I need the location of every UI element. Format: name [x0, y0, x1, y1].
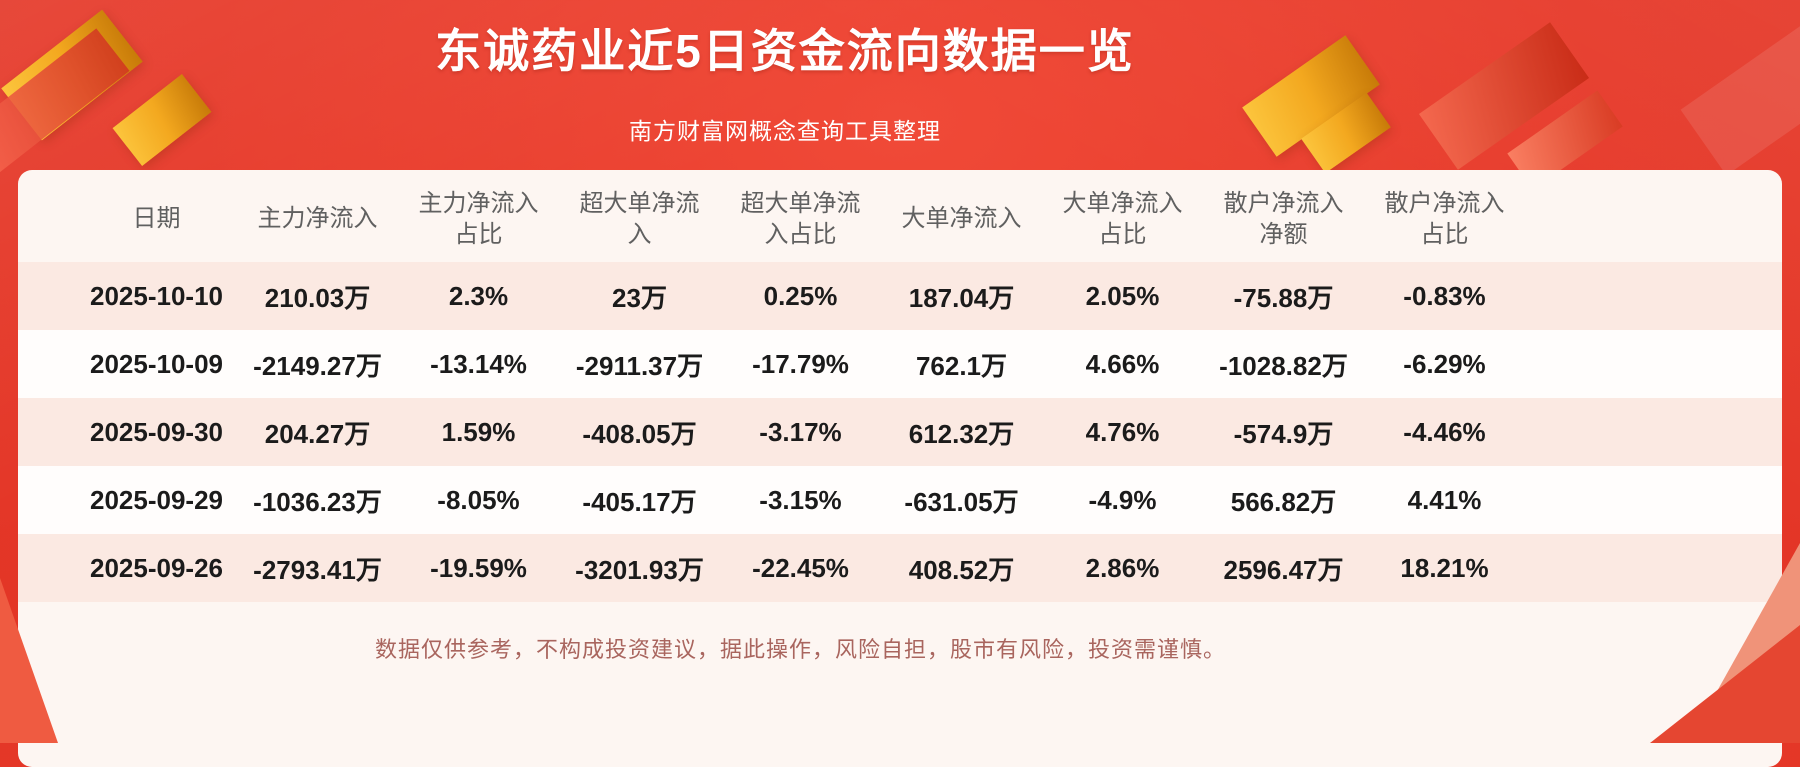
data-card: 南方财富网 Southmoney.com 日期主力净流入主力净流入占比超大单净流… [18, 170, 1782, 767]
value-cell: 566.82万 [1230, 486, 1337, 517]
value-cell: -405.17万 [582, 486, 697, 517]
value-cell: -3201.93万 [575, 554, 704, 585]
value-cell: 2.3% [448, 280, 509, 311]
table-row: 2025-10-09 -2149.27万 -13.14% -2911.37万 -17.7… [18, 330, 1782, 398]
value-cell: -6.29% [1403, 348, 1486, 379]
value-cell: 2.86% [1085, 552, 1160, 583]
value-cell: -1028.82万 [1219, 350, 1348, 381]
table-body: 2025-10-10 210.03万 2.3% 23万 0.25% 187.04万 2.05… [18, 262, 1782, 602]
decor-light-band-top-right [1680, 0, 1800, 176]
value-cell: 4.41% [1407, 484, 1482, 515]
table-row: 2025-10-10 210.03万 2.3% 23万 0.25% 187.04万 2.05… [18, 262, 1782, 330]
value-cell: -2793.41万 [253, 554, 382, 585]
fund-flow-table: 日期 主力净流入 主力净流入占比 超大单净流入 超大单净流入占比 大单净流入 大单净流入占比… [18, 170, 1782, 602]
date-cell: 2025-09-29 [90, 484, 223, 515]
value-cell: -631.05万 [904, 486, 1019, 517]
page-title: 东诚药业近5日资金流向数据一览 [435, 25, 1135, 77]
value-cell: -19.59% [430, 552, 527, 583]
value-cell: -0.83% [1403, 280, 1486, 311]
column-header: 大单净流入占比 [1062, 189, 1183, 248]
column-header: 大单净流入 [901, 205, 1022, 233]
column-header: 散户净流入净额 [1223, 189, 1344, 248]
value-cell: 18.21% [1400, 552, 1489, 583]
table-row: 2025-09-26 -2793.41万 -19.59% -3201.93万 -22.4… [18, 534, 1782, 602]
date-cell: 2025-09-26 [90, 552, 223, 583]
column-header: 超大单净流入 [579, 189, 700, 248]
value-cell: -3.15% [759, 484, 842, 515]
value-cell: 4.76% [1085, 416, 1160, 447]
value-cell: -4.9% [1088, 484, 1157, 515]
value-cell: 23万 [612, 282, 667, 313]
value-cell: 2.05% [1085, 280, 1160, 311]
value-cell: -408.05万 [582, 418, 697, 449]
value-cell: 0.25% [763, 280, 838, 311]
value-cell: -1036.23万 [253, 486, 382, 517]
value-cell: 1.59% [441, 416, 516, 447]
column-header: 主力净流入 [257, 205, 378, 233]
table-header-row: 日期 主力净流入 主力净流入占比 超大单净流入 超大单净流入占比 大单净流入 大单净流入占比… [18, 176, 1782, 262]
column-header: 超大单净流入占比 [740, 189, 861, 248]
value-cell: 4.66% [1085, 348, 1160, 379]
value-cell: 210.03万 [264, 282, 371, 313]
column-header: 散户净流入占比 [1384, 189, 1505, 248]
value-cell: -13.14% [430, 348, 527, 379]
value-cell: -4.46% [1403, 416, 1486, 447]
page-header: 东诚药业近5日资金流向数据一览 南方财富网概念查询工具整理 [0, 0, 1570, 146]
value-cell: 187.04万 [908, 282, 1015, 313]
value-cell: -17.79% [752, 348, 849, 379]
page-subtitle: 南方财富网概念查询工具整理 [629, 117, 941, 144]
value-cell: -75.88万 [1233, 282, 1334, 313]
date-cell: 2025-10-10 [90, 280, 223, 311]
table-row: 2025-09-30 204.27万 1.59% -408.05万 -3.17% 612.… [18, 398, 1782, 466]
value-cell: -3.17% [759, 416, 842, 447]
value-cell: -574.9万 [1233, 418, 1334, 449]
value-cell: -22.45% [752, 552, 849, 583]
value-cell: -2911.37万 [575, 350, 704, 381]
table-row: 2025-09-29 -1036.23万 -8.05% -405.17万 -3.15% -… [18, 466, 1782, 534]
value-cell: 408.52万 [908, 554, 1015, 585]
value-cell: -2149.27万 [253, 350, 382, 381]
date-cell: 2025-09-30 [90, 416, 223, 447]
column-header: 日期 [132, 205, 181, 233]
value-cell: 762.1万 [915, 350, 1008, 381]
value-cell: 204.27万 [264, 418, 371, 449]
value-cell: 612.32万 [908, 418, 1015, 449]
column-header: 主力净流入占比 [418, 189, 539, 248]
disclaimer: 数据仅供参考，不构成投资建议，据此操作，风险自担，股市有风险，投资需谨慎。 [374, 637, 1226, 662]
value-cell: -8.05% [437, 484, 520, 515]
date-cell: 2025-10-09 [90, 348, 223, 379]
value-cell: 2596.47万 [1223, 554, 1344, 585]
